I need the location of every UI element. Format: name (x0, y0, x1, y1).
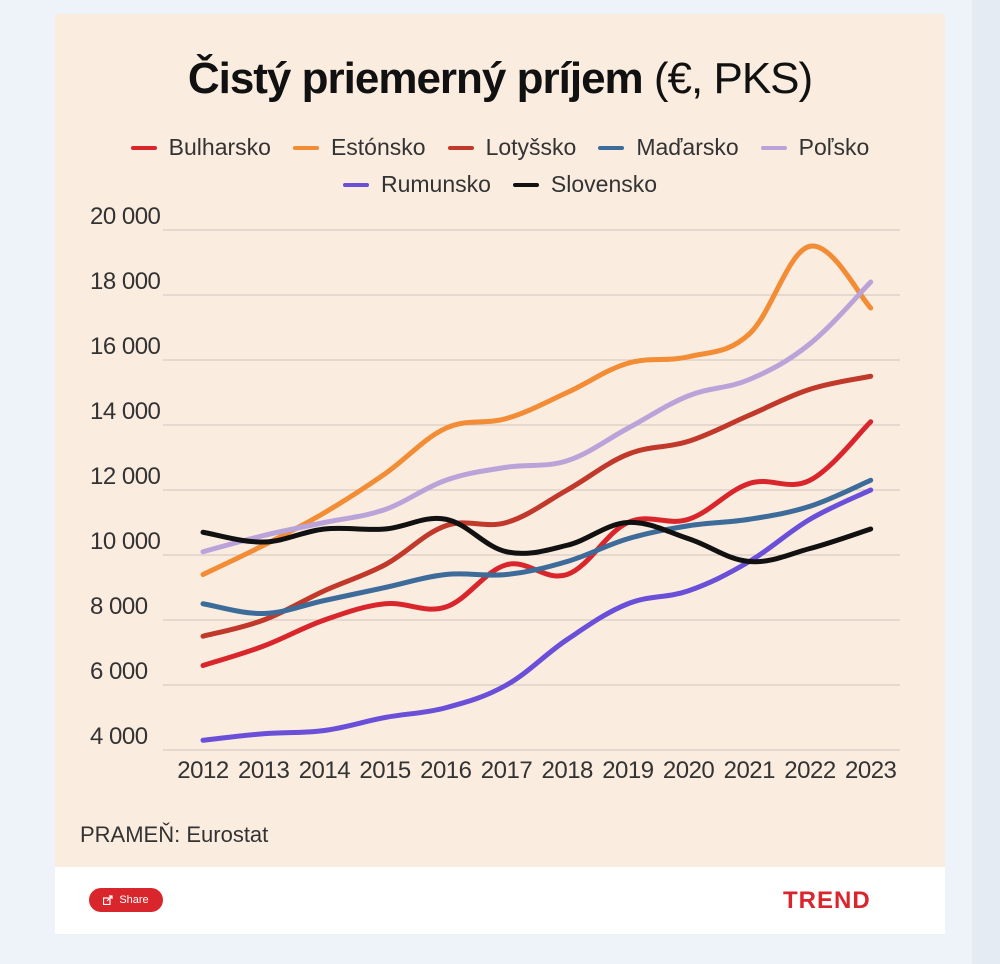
legend-swatch (598, 145, 625, 150)
x-tick-label: 2018 (542, 757, 594, 784)
y-tick-label: 20 000 (90, 203, 161, 230)
legend-swatch (292, 145, 319, 150)
y-tick-label: 14 000 (90, 398, 161, 425)
legend-label: Lotyšsko (485, 134, 577, 160)
line-chart: 4 000 6 000 8 000 10 000 12 000 14 000 16 000 1… (90, 203, 900, 784)
x-tick-label: 2019 (602, 757, 654, 784)
x-tick-label: 2022 (784, 757, 836, 784)
x-tick-label: 2013 (238, 757, 290, 784)
chart-panel: Čistý priemerný príjem (€, PKS) Bulharsk… (55, 14, 945, 867)
legend-swatch (447, 145, 474, 150)
legend-swatch (342, 182, 369, 187)
legend-label: Slovensko (550, 171, 658, 197)
legend-label: Estónsko (330, 134, 426, 160)
chart-title-unit: (€, PKS) (653, 54, 813, 103)
x-tick-label: 2017 (481, 757, 533, 784)
share-button[interactable]: Share (89, 888, 163, 912)
x-tick-label: 2015 (359, 757, 411, 784)
legend-swatch (760, 145, 787, 150)
legend-item-bulharsko: Bulharsko (130, 134, 271, 161)
legend-swatch (130, 145, 157, 150)
share-icon (103, 895, 113, 905)
series-line-poľsko (200, 279, 874, 555)
legend-label: Bulharsko (168, 134, 271, 160)
trend-logo: TREND (783, 887, 871, 914)
legend-label: Rumunsko (380, 171, 491, 197)
y-tick-label: 18 000 (90, 268, 161, 295)
y-tick-label: 4 000 (90, 723, 148, 750)
series-line-rumunsko (200, 487, 874, 743)
series-line-maďarsko (200, 477, 874, 617)
page-scrollbar-track (972, 0, 1000, 964)
legend-item-lotyšsko: Lotyšsko (447, 134, 577, 161)
x-tick-label: 2012 (177, 757, 229, 784)
legend-item-poľsko: Poľsko (760, 134, 870, 161)
source-note: PRAMEŇ: Eurostat (80, 822, 269, 847)
legend-label: Poľsko (798, 134, 870, 160)
y-tick-label: 10 000 (90, 528, 161, 555)
y-tick-label: 8 000 (90, 593, 148, 620)
series-line-bulharsko (200, 419, 874, 668)
legend-item-slovensko: Slovensko (512, 171, 658, 198)
series-line-slovensko (200, 515, 874, 565)
x-tick-label: 2016 (420, 757, 472, 784)
x-tick-label: 2020 (663, 757, 715, 784)
legend-label: Maďarsko (636, 134, 739, 160)
chart-title: Čistý priemerný príjem (€, PKS) (55, 54, 945, 104)
series-line-estónsko (200, 243, 874, 577)
x-tick-label: 2014 (299, 757, 351, 784)
legend-item-rumunsko: Rumunsko (342, 171, 491, 198)
x-tick-label: 2021 (724, 757, 776, 784)
share-label: Share (119, 894, 149, 906)
chart-title-main: Čistý priemerný príjem (187, 54, 644, 103)
chart-card: Čistý priemerný príjem (€, PKS) Bulharsk… (55, 14, 945, 934)
x-tick-label: 2023 (845, 757, 897, 784)
y-tick-label: 16 000 (90, 333, 161, 360)
legend-swatch (512, 182, 539, 187)
legend-item-estónsko: Estónsko (292, 134, 426, 161)
card-footer: Share TREND (55, 867, 945, 934)
legend-item-maďarsko: Maďarsko (598, 134, 739, 161)
y-tick-label: 12 000 (90, 463, 161, 490)
series-line-lotyšsko (200, 373, 874, 639)
chart-legend: Bulharsko Estónsko Lotyšsko Maďarsko Poľsko R… (75, 134, 925, 198)
y-tick-label: 6 000 (90, 658, 148, 685)
